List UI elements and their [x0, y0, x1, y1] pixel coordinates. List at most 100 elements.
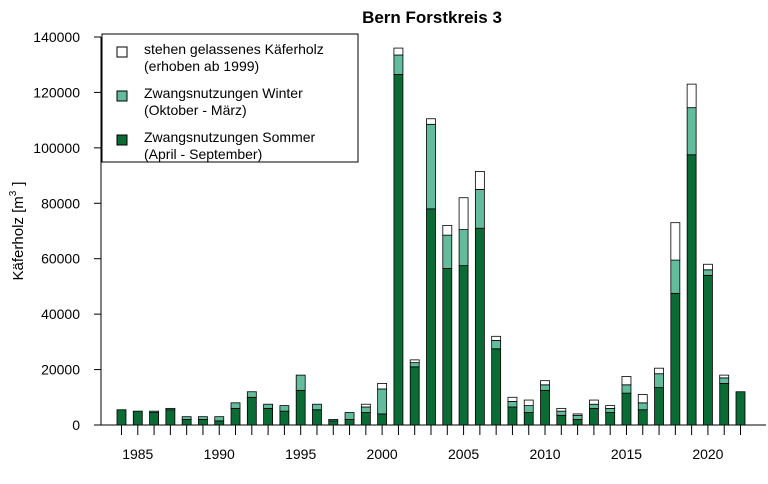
x-tick-label-2020: 2020	[692, 446, 723, 462]
bar-summer-2019	[686, 154, 697, 426]
bar-standing-2006	[474, 171, 485, 190]
x-tick-label-2005: 2005	[448, 446, 479, 462]
bar-winter-2006	[474, 189, 485, 229]
bar-summer-2006	[474, 227, 485, 426]
legend-label-summer: Zwangsnutzungen Sommer	[144, 129, 316, 145]
bar-summer-1984	[116, 409, 127, 426]
y-axis-label-superscript: 3	[8, 190, 19, 196]
bar-winter-1999	[360, 406, 371, 413]
y-tick-label-5: 100000	[33, 140, 80, 156]
bar-standing-2004	[442, 225, 453, 236]
bar-standing-2019	[686, 83, 697, 109]
bar-winter-2002	[409, 362, 420, 368]
bar-standing-2005	[458, 197, 469, 231]
bar-summer-2018	[670, 292, 681, 426]
bar-summer-1993	[263, 407, 274, 426]
x-axis: 1985 1990 1995 2000 2005 2010 2015 2020	[121, 425, 741, 462]
bar-winter-1988	[181, 416, 192, 420]
plot-area: 020000400006000080000100000120000140000 …	[33, 29, 766, 462]
y-tick-label-6: 120000	[33, 84, 80, 100]
bar-standing-2008	[507, 396, 518, 402]
bar-summer-1988	[181, 419, 192, 426]
bar-winter-2001	[393, 54, 404, 75]
bar-summer-1999	[360, 412, 371, 426]
legend-swatch-summer	[116, 134, 128, 146]
legend: stehen gelassenes Käferholz (erhoben ab …	[101, 33, 359, 163]
legend-box	[101, 33, 359, 163]
bar-standing-2002	[409, 359, 420, 364]
y-tick-label-0: 0	[72, 417, 80, 433]
bar-summer-1989	[198, 419, 208, 426]
bar-summer-1994	[279, 410, 290, 426]
bar-standing-2017	[654, 367, 664, 375]
x-tick-label-1990: 1990	[204, 446, 235, 462]
bar-summer-1996	[312, 409, 322, 426]
bar-summer-2007	[491, 348, 502, 426]
legend-label-standing: stehen gelassenes Käferholz	[144, 41, 324, 57]
bar-summer-2002	[409, 366, 420, 426]
bars	[116, 47, 746, 426]
bar-summer-2010	[540, 389, 550, 426]
y-axis: 0 20000 40000 60000 80000 100000 120000 140000	[33, 29, 101, 433]
bar-standing-2014	[605, 405, 616, 409]
x-tick-label-2010: 2010	[529, 446, 560, 462]
bar-winter-2014	[605, 407, 616, 413]
bar-winter-1992	[246, 391, 257, 398]
bar-summer-2000	[377, 413, 388, 426]
y-tick-label-1: 20000	[41, 362, 80, 378]
bar-summer-2020	[703, 274, 713, 426]
bar-standing-2007	[491, 335, 502, 341]
y-tick-label-7: 140000	[33, 29, 80, 45]
bar-winter-1990	[214, 416, 225, 422]
legend-label-winter-line2: (Oktober - März)	[144, 102, 247, 118]
bar-standing-2016	[637, 394, 648, 404]
y-axis-label: Käferholz [m3]	[8, 182, 27, 281]
bar-summer-2004	[442, 268, 453, 426]
bar-summer-1998	[344, 419, 355, 426]
bar-winter-2016	[637, 402, 648, 411]
y-axis-label-close: ]	[10, 182, 27, 186]
y-tick-label-2: 40000	[41, 306, 80, 322]
bar-summer-1995	[295, 389, 306, 426]
bar-winter-2017	[654, 373, 664, 388]
bar-standing-2001	[393, 47, 404, 56]
bar-summer-1992	[246, 396, 257, 426]
bar-winter-2020	[703, 269, 713, 276]
bar-summer-2016	[637, 409, 648, 426]
bar-summer-1987	[165, 409, 176, 426]
bar-winter-2003	[426, 123, 436, 210]
bar-summer-2008	[507, 406, 518, 426]
bar-winter-1997	[328, 419, 339, 422]
bar-winter-2005	[458, 229, 469, 267]
bar-winter-1996	[312, 403, 322, 411]
bar-summer-1986	[149, 412, 159, 426]
bar-summer-2003	[426, 208, 436, 426]
y-tick-label-3: 60000	[41, 251, 80, 267]
chart-title: Bern Forstkreis 3	[362, 8, 502, 27]
bar-winter-1986	[149, 410, 159, 413]
bar-summer-2015	[621, 392, 632, 426]
x-tick-label-1985: 1985	[122, 446, 153, 462]
bar-winter-2004	[442, 234, 453, 269]
y-tick-label-4: 80000	[41, 195, 80, 211]
bar-winter-2008	[507, 401, 518, 408]
bar-summer-2022	[735, 391, 746, 426]
bar-winter-1987	[165, 407, 176, 411]
bar-standing-2018	[670, 222, 681, 261]
bar-summer-2014	[605, 412, 616, 426]
bar-winter-1995	[295, 374, 306, 391]
bar-winter-2015	[621, 384, 632, 394]
x-tick-label-2015: 2015	[611, 446, 642, 462]
bar-winter-1994	[279, 405, 290, 412]
legend-label-standing-line2: (erhoben ab 1999)	[144, 58, 259, 74]
bar-winter-2018	[670, 259, 681, 294]
bar-winter-2007	[491, 340, 502, 350]
bar-standing-2021	[719, 374, 730, 379]
bar-summer-1990	[214, 420, 225, 426]
x-tick-label-2000: 2000	[367, 446, 398, 462]
bar-standing-2011	[556, 407, 567, 412]
bar-summer-2011	[556, 414, 567, 426]
bar-winter-2019	[686, 107, 697, 156]
bar-standing-2020	[703, 263, 713, 271]
